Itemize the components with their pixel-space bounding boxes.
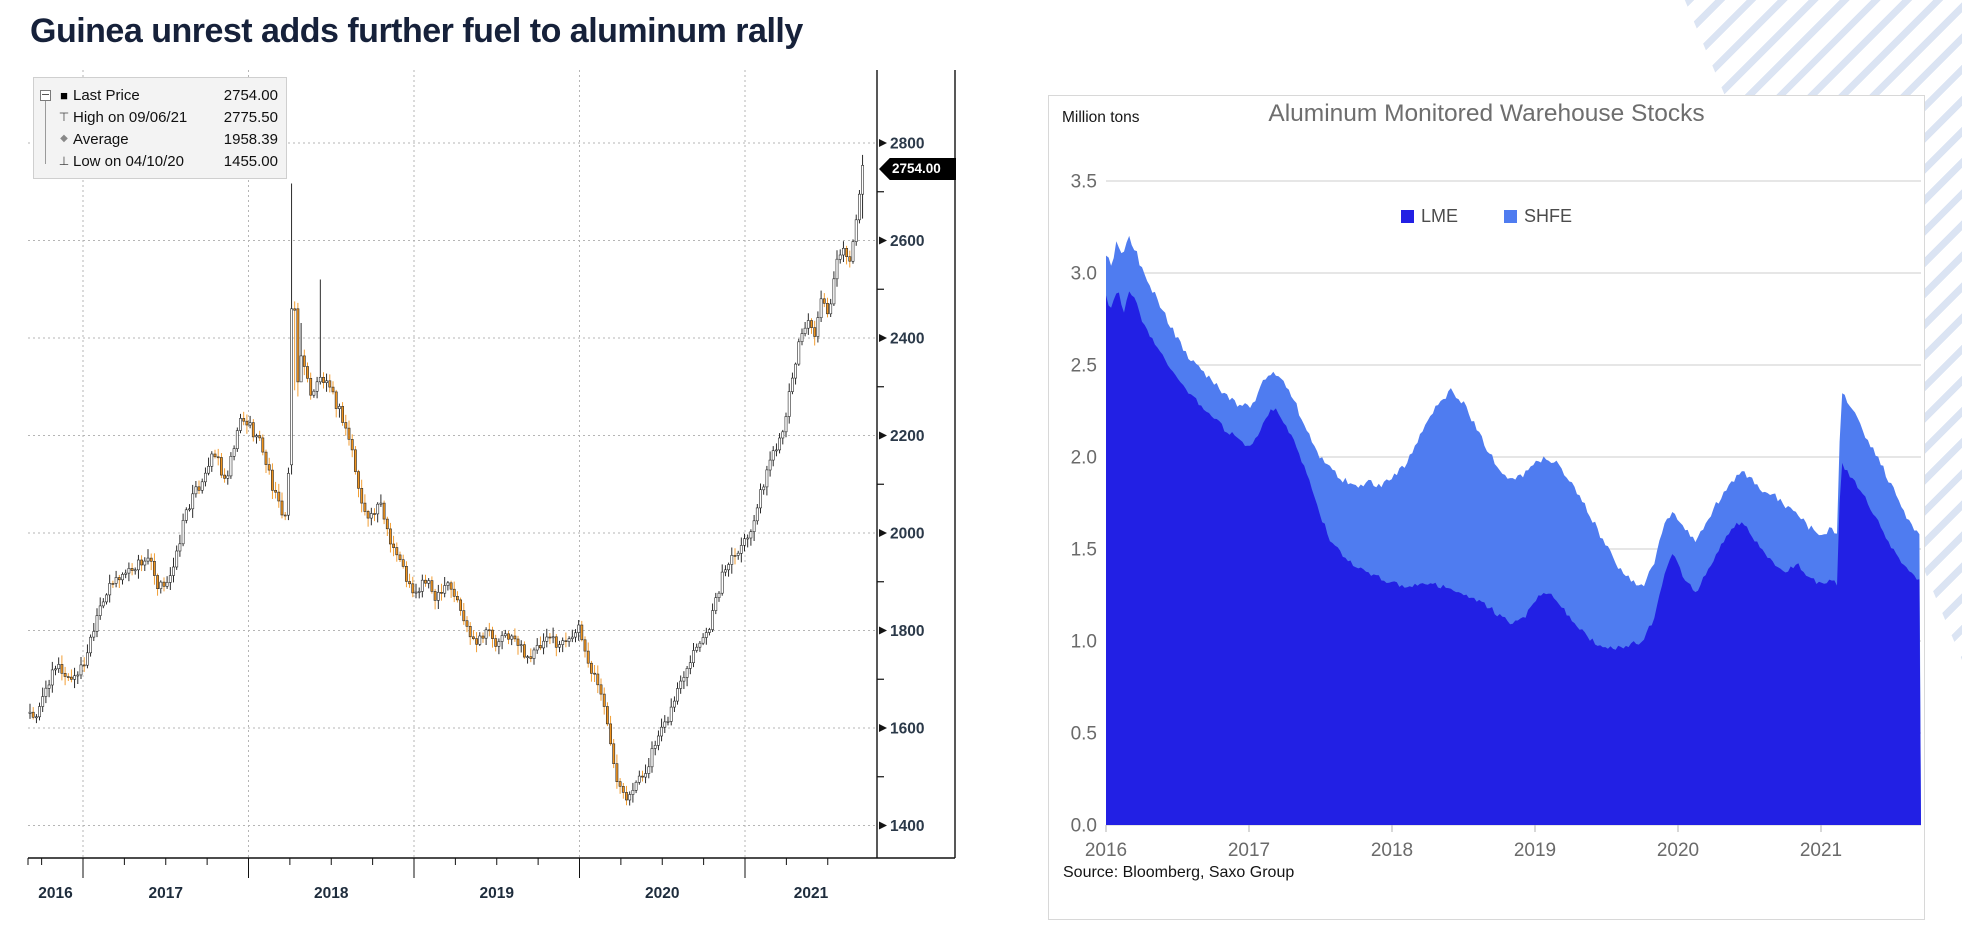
legend-tree-rail — [45, 96, 46, 164]
y-tick-label: 1400 — [890, 818, 924, 835]
right-stocks-chart-canvas: 3.5 3.0 2.5 2.0 1.5 1.0 0.5 0.0 2016 2017 2018 2019… — [1071, 172, 1921, 861]
legend-value: 1958.39 — [223, 130, 278, 148]
legend-label: Last Price — [73, 86, 140, 104]
right-chart-legend: LME SHFE — [1049, 206, 1924, 227]
legend-label: High on 09/06/21 — [73, 108, 188, 126]
y-tick-label: 2.5 — [1071, 356, 1097, 377]
y-tick-label: 2600 — [890, 233, 924, 250]
tick-arrow-icon — [879, 529, 887, 537]
lme-area — [1106, 291, 1921, 825]
page-title: Guinea unrest adds further fuel to alumi… — [30, 12, 803, 50]
y-tick-label: 0.5 — [1071, 724, 1097, 745]
legend-row-last-price: ■ Last Price 2754.00 — [40, 84, 278, 106]
legend-value: 2754.00 — [223, 86, 278, 104]
last-price-square-icon: ■ — [60, 87, 68, 103]
high-tick-icon: ⊤ — [58, 110, 70, 124]
tick-arrow-icon — [879, 626, 887, 635]
left-price-chart[interactable]: 2800 2600 2400 2200 2000 1800 1600 1400 2016 2017… — [0, 60, 980, 935]
legend-label-lme: LME — [1420, 206, 1458, 226]
y-tick-label: 2400 — [890, 331, 924, 348]
price-chart-legend: ■ Last Price 2754.00 ⊤ High on 09/06/21 … — [33, 77, 287, 179]
source-attribution: Source: Bloomberg, Saxo Group — [1063, 864, 1295, 881]
legend-item-lme: LME — [1400, 206, 1458, 227]
average-marker-icon: ◆ — [60, 133, 68, 144]
x-year-label: 2021 — [1800, 840, 1842, 861]
low-tick-icon: ⊥ — [58, 154, 70, 168]
x-year-label: 2018 — [314, 885, 349, 902]
y-tick-label: 2800 — [890, 136, 924, 153]
tick-arrow-icon — [879, 724, 887, 732]
legend-label: Low on 04/10/20 — [73, 152, 184, 170]
y-tick-label: 2000 — [890, 526, 924, 543]
tick-arrow-icon — [879, 821, 887, 830]
legend-value: 2775.50 — [223, 108, 278, 126]
y-tick-label: 1.0 — [1071, 632, 1097, 653]
x-year-label: 2017 — [1228, 840, 1270, 861]
candlesticks[interactable] — [28, 154, 865, 806]
y-tick-label: 1.5 — [1071, 540, 1097, 561]
x-year-label: 2019 — [480, 885, 515, 902]
x-year-label: 2020 — [1657, 840, 1699, 861]
tick-arrow-icon — [879, 431, 887, 440]
x-year-label: 2018 — [1371, 840, 1413, 861]
left-price-chart-canvas[interactable]: 2800 2600 2400 2200 2000 1800 1600 1400 2016 2017… — [0, 60, 980, 935]
y-axis-unit-label: Million tons — [1062, 109, 1140, 126]
last-price-axis-tag: 2754.00 — [879, 158, 956, 180]
y-tick-label: 3.0 — [1071, 264, 1097, 285]
y-tick-label: 1800 — [890, 623, 924, 640]
y-tick-label: 3.5 — [1071, 172, 1097, 193]
legend-row-average: ◆ Average 1958.39 — [40, 128, 278, 150]
y-tick-label: 0.0 — [1071, 816, 1097, 837]
legend-label-shfe: SHFE — [1524, 206, 1573, 226]
tick-arrow-icon — [879, 139, 887, 147]
right-chart-title: Aluminum Monitored Warehouse Stocks — [1268, 100, 1705, 127]
x-year-label: 2017 — [149, 885, 183, 902]
tick-arrow-icon — [879, 334, 887, 342]
legend-item-shfe: SHFE — [1504, 206, 1572, 227]
lme-swatch-icon — [1400, 210, 1414, 223]
x-year-label: 2019 — [1514, 840, 1556, 861]
right-stocks-card: Aluminum Monitored Warehouse Stocks Mill… — [1048, 95, 1925, 920]
legend-expander-icon[interactable] — [40, 89, 51, 101]
tick-arrow-icon — [879, 236, 887, 245]
y-tick-label: 2200 — [890, 428, 924, 445]
x-year-label: 2016 — [1085, 840, 1127, 861]
legend-label: Average — [73, 130, 129, 148]
x-year-label: 2016 — [38, 885, 73, 902]
x-year-label: 2020 — [645, 885, 679, 902]
shfe-swatch-icon — [1504, 210, 1517, 223]
x-year-label: 2021 — [794, 885, 829, 902]
y-tick-label: 1600 — [890, 721, 924, 738]
y-tick-label: 2.0 — [1071, 448, 1097, 469]
legend-row-high: ⊤ High on 09/06/21 2775.50 — [40, 106, 278, 128]
legend-value: 1455.00 — [223, 152, 278, 170]
legend-row-low: ⊥ Low on 04/10/20 1455.00 — [40, 150, 278, 172]
